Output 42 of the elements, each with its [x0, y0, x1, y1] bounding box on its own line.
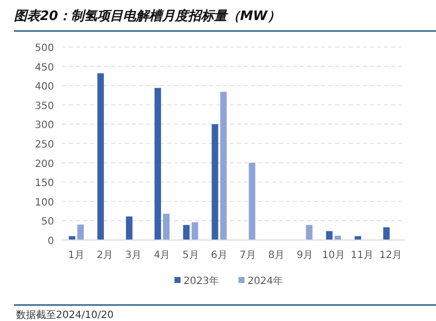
bar — [126, 216, 132, 240]
bar — [154, 88, 162, 240]
bar — [326, 231, 333, 240]
bar — [163, 214, 170, 240]
x-tick-label: 2月 — [96, 250, 114, 261]
y-tick-label: 0 — [48, 236, 54, 247]
y-tick-label: 250 — [34, 140, 54, 150]
legend-label: 2024年 — [248, 275, 283, 287]
bar — [248, 162, 256, 240]
bar — [77, 224, 84, 240]
y-tick-label: 100 — [34, 197, 54, 208]
bar — [97, 73, 104, 240]
y-tick-label: 400 — [34, 82, 54, 93]
bar — [306, 224, 312, 240]
x-tick-label: 5月 — [182, 250, 199, 261]
y-tick-label: 350 — [34, 100, 54, 112]
text: 数据截至2024/10/20 — [16, 309, 114, 321]
bar — [220, 92, 227, 240]
x-tick-label: 11月 — [350, 250, 374, 261]
bar — [68, 236, 76, 240]
x-tick-label: 1月 — [68, 250, 84, 261]
bar — [183, 224, 190, 240]
bar — [192, 222, 198, 240]
bar — [354, 236, 362, 240]
x-tick-label: 3月 — [125, 250, 142, 261]
x-tick-label: 10月 — [322, 250, 345, 261]
x-tick-label: 12月 — [379, 250, 402, 261]
x-tick-label: 7月 — [240, 250, 256, 261]
y-tick-label: 300 — [34, 120, 54, 132]
chart-title: 图表20：制氢项目电解槽月度招标量（MW） — [14, 8, 280, 24]
x-tick-label: 4月 — [154, 250, 170, 261]
x-tick-label: 8月 — [268, 250, 285, 261]
y-tick-label: 200 — [34, 158, 54, 170]
y-tick-label: 150 — [34, 178, 54, 190]
bar — [383, 227, 390, 240]
bar — [212, 124, 218, 240]
legend-label: 2023年 — [184, 275, 219, 287]
y-tick-label: 500 — [34, 43, 54, 54]
x-tick-label: 9月 — [296, 250, 314, 261]
x-tick-label: 6月 — [211, 250, 228, 261]
y-tick-label: 50 — [41, 216, 54, 228]
y-tick-label: 450 — [34, 62, 54, 74]
